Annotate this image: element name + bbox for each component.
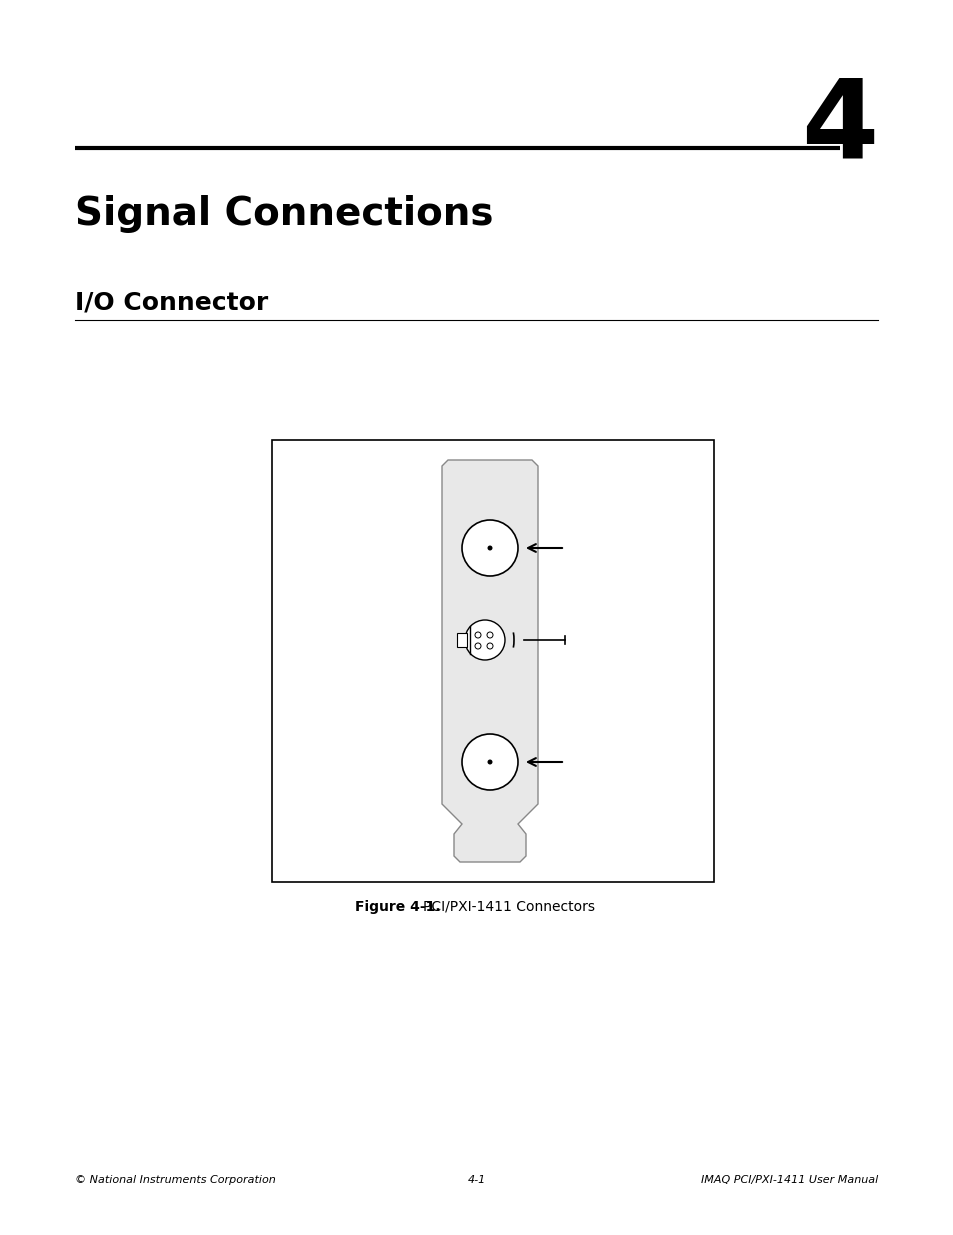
Circle shape bbox=[486, 643, 493, 650]
Bar bbox=[272, 440, 713, 882]
Text: 4-1: 4-1 bbox=[467, 1174, 486, 1186]
Text: Figure 4-1.: Figure 4-1. bbox=[355, 900, 440, 914]
Circle shape bbox=[461, 734, 517, 790]
Text: Signal Connections: Signal Connections bbox=[75, 195, 493, 233]
Circle shape bbox=[475, 632, 480, 638]
Circle shape bbox=[461, 520, 517, 576]
Text: PCI/PXI-1411 Connectors: PCI/PXI-1411 Connectors bbox=[422, 900, 595, 914]
Circle shape bbox=[487, 546, 492, 551]
Circle shape bbox=[487, 760, 492, 764]
Text: IMAQ PCI/PXI-1411 User Manual: IMAQ PCI/PXI-1411 User Manual bbox=[700, 1174, 877, 1186]
Circle shape bbox=[486, 632, 493, 638]
Text: I/O Connector: I/O Connector bbox=[75, 290, 268, 314]
Text: 4: 4 bbox=[800, 75, 877, 182]
Circle shape bbox=[475, 643, 480, 650]
PathPatch shape bbox=[441, 459, 537, 862]
Text: © National Instruments Corporation: © National Instruments Corporation bbox=[75, 1174, 275, 1186]
Bar bbox=[456, 634, 467, 647]
Circle shape bbox=[464, 620, 504, 659]
